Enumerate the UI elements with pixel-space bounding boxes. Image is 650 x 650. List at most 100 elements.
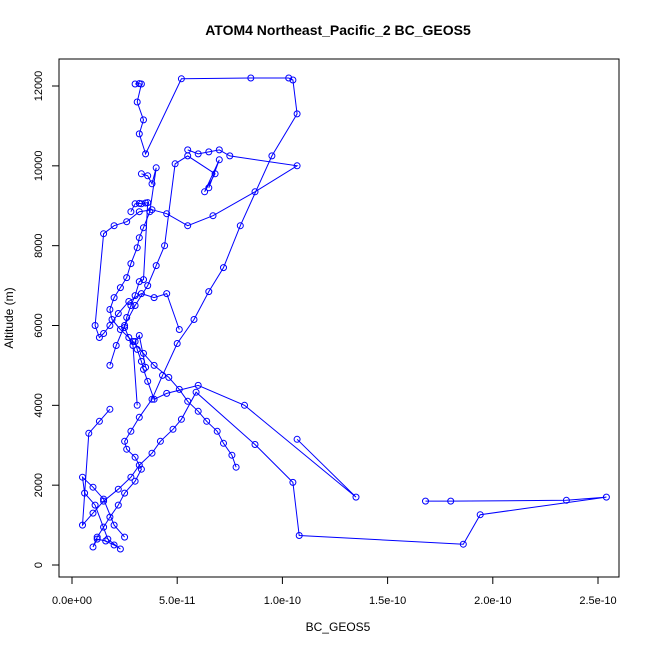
data-point [144,282,152,290]
data-point [123,274,131,282]
chart-title: ATOM4 Northeast_Pacific_2 BC_GEOS5 [205,22,471,38]
data-point [163,210,171,218]
data-point [110,521,118,529]
data-point [140,116,147,124]
data-point [148,206,156,214]
data-point [89,509,97,517]
data-point [184,152,192,160]
series-line [81,77,298,550]
data-point [447,497,455,505]
data-point [110,541,118,549]
data-series [79,388,610,548]
data-point [137,465,145,473]
data-point [135,130,143,138]
data-series [121,199,152,409]
data-point [251,188,259,196]
data-point [205,148,213,156]
data-point [131,302,139,309]
data-point [91,501,99,509]
data-point [89,543,97,551]
data-point [422,497,429,505]
data-point [289,76,297,84]
series-line [109,167,237,468]
data-point [213,427,221,435]
data-point [293,110,301,118]
x-tick-label: 5.0e-11 [159,595,196,607]
y-tick-label: 0 [33,562,45,568]
data-point [150,361,158,369]
data-point [171,160,179,168]
y-tick-label: 8000 [33,233,45,257]
data-point [163,290,171,298]
data-series [131,332,360,501]
data-point [177,75,185,83]
data-point [127,427,135,435]
x-axis-label: BC_GEOS5 [306,620,371,634]
data-point [352,493,360,501]
data-point [125,334,133,341]
data-point [177,415,185,423]
x-tick-label: 2.5e-10 [579,595,616,607]
data-point [100,497,108,505]
data-point [93,535,101,543]
data-point [194,381,202,389]
data-point [220,264,227,272]
data-point [144,172,152,180]
data-point [194,150,202,158]
data-point [116,545,124,553]
y-tick-label: 6000 [33,313,45,337]
data-point [137,170,145,178]
data-point [121,489,129,497]
x-tick-label: 1.5e-10 [369,595,406,607]
data-point [163,389,171,397]
data-point [192,388,200,396]
data-point [220,439,227,447]
data-point [131,292,139,300]
data-point [135,278,143,286]
data-point [150,395,158,403]
data-point [129,342,137,349]
data-point [100,230,108,238]
data-point [152,262,160,270]
data-point [127,473,135,481]
data-point [89,483,97,491]
data-point [112,342,120,349]
data-point [137,80,145,88]
data-point [131,338,139,345]
data-point [79,521,86,529]
data-point [459,540,467,548]
data-point [148,449,156,457]
data-point [150,294,158,302]
x-tick-label: 2.0e-10 [474,595,511,607]
data-point [133,98,141,106]
data-point [100,330,108,337]
data-point [169,425,177,433]
data-point [135,208,143,216]
data-point [114,501,122,509]
data-point [142,363,150,371]
data-point [137,357,145,365]
data-point [110,222,118,230]
data-point [142,150,150,158]
data-point [135,413,143,421]
data-point [95,417,103,425]
data-point [144,199,152,207]
data-point [127,208,135,216]
y-axis: 0 2000 4000 6000 8000 10000 12000 [33,71,59,568]
series-line [109,155,220,366]
data-point [106,513,114,521]
data-series [106,152,223,369]
data-point [121,533,129,541]
data-point [203,417,211,425]
data-point [247,74,255,82]
data-point [241,401,248,409]
data-series [91,146,301,341]
data-point [228,451,236,459]
data-point [131,453,139,461]
data-point [236,222,244,230]
data-point [562,496,570,504]
data-point [201,188,209,196]
data-point [85,429,93,437]
data-series [106,164,240,471]
